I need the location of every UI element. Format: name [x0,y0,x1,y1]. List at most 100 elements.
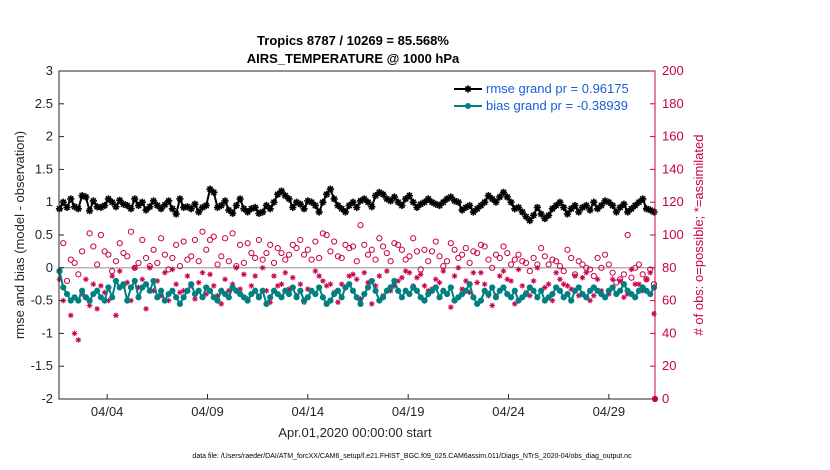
rmse-point [341,208,350,216]
assimilated-obs-point [192,296,198,302]
possible-obs-point [135,259,142,266]
bias-point [376,297,383,304]
assimilated-obs-point [474,279,480,286]
rmse-point [507,198,515,206]
rmse-point [458,206,466,214]
bias-point [553,284,560,291]
possible-obs-point [372,256,379,263]
rmse-point [612,208,620,216]
assimilated-obs-point [199,269,206,276]
rmse-point [319,198,327,206]
possible-obs-point [538,245,545,252]
possible-obs-point [304,246,311,253]
bias-point [60,284,67,291]
possible-obs-point [504,249,511,257]
y-tick-label: -0.5 [31,293,53,308]
rmse-point [466,201,474,210]
possible-obs-point [86,230,93,237]
bias-point [511,287,518,294]
assimilated-obs-point [271,273,277,279]
assimilated-obs-point [278,281,285,287]
rmse-point [368,203,376,211]
assimilated-obs-point [530,278,537,284]
assimilated-obs-point [489,302,496,309]
possible-obs-point [221,235,229,242]
bias-point [477,297,485,304]
x-tick-label: 04/09 [191,404,224,419]
bias-point [285,290,293,298]
possible-obs-point [357,222,364,229]
bias-point [534,294,541,301]
series-possible-obs [56,222,659,403]
bias-point [541,297,548,304]
rmse-point [311,201,319,210]
possible-obs-point [342,241,349,248]
possible-obs-point [485,256,492,263]
rmse-point [420,198,429,206]
rmse-point [409,198,417,206]
rmse-point [232,201,240,210]
possible-obs-point [308,256,315,263]
rmse-point [191,200,199,208]
ticks-layer: -2 -1.5 -1 -0.5 0 0.5 1 1.5 2 2.5 3 0 20 40 60 80 100 120… [31,63,684,419]
possible-obs-point [428,248,436,255]
possible-obs-point [78,248,86,255]
possible-obs-point [63,277,71,285]
assimilated-obs-point [350,271,356,278]
bias-point [225,294,232,301]
bias-point [206,287,214,294]
rmse-point [165,197,173,205]
assimilated-obs-point [233,265,240,271]
assimilated-obs-point [361,269,368,276]
possible-obs-point [274,245,281,252]
possible-obs-point [376,235,383,242]
assimilated-obs-point [83,276,89,283]
bias-point [116,284,123,291]
rmse-point [221,197,229,205]
assimilated-obs-point [124,279,131,286]
possible-obs-point [319,230,326,237]
bias-point [545,294,552,301]
rmse-point [112,203,120,211]
assimilated-obs-point [312,268,319,274]
possible-obs-point [406,253,413,260]
bias-point [538,287,545,294]
possible-obs-point [71,259,78,266]
footer-data-file: data file: /Users/raeder/DAI/ATM_forcXX/… [192,453,632,460]
bias-point [507,294,515,301]
bias-point [549,290,556,298]
assimilated-obs-point [515,266,522,273]
y-right-tick-label: 60 [662,293,676,308]
rmse-point [168,205,176,213]
assimilated-obs-point [579,274,586,281]
possible-obs-point [312,238,319,245]
assimilated-obs-point [417,271,424,278]
possible-obs-point [75,271,82,278]
possible-obs-point [225,258,232,265]
rmse-point [635,198,643,206]
bias-point [120,281,127,288]
assimilated-obs-point [421,283,428,289]
bias-point [319,294,326,301]
assimilated-obs-point [222,276,228,283]
bias-point [609,284,616,291]
assimilated-obs-point [131,265,138,271]
bias-point [594,287,601,294]
rmse-point [526,216,534,225]
possible-obs-point [564,246,571,253]
rmse-point [127,205,135,213]
bias-point [579,290,586,298]
possible-obs-point [410,235,417,242]
bias-point [300,297,308,304]
legend-bias-label: bias grand pr = -0.38939 [486,98,628,113]
rmse-point [63,203,71,212]
possible-obs-point [519,258,526,265]
assimilated-obs-point [628,266,635,273]
possible-obs-point [459,251,466,258]
assimilated-obs-point [210,283,217,289]
bias-point [556,287,564,294]
rmse-point [492,198,500,206]
bias-point [387,284,394,291]
assimilated-obs-point [496,273,503,279]
rmse-point [533,203,541,212]
